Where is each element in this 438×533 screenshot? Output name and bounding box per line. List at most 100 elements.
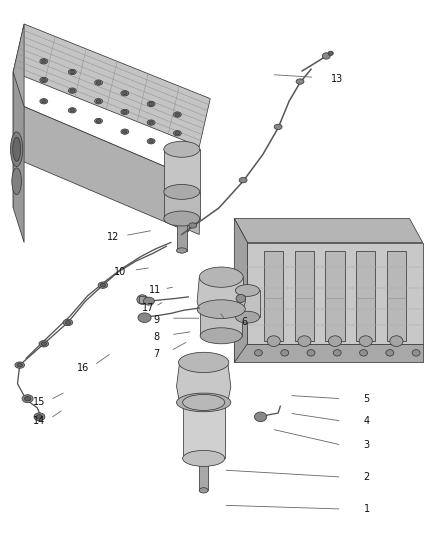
Polygon shape [247,243,423,344]
Polygon shape [164,192,200,219]
Ellipse shape [41,342,46,345]
Text: 10: 10 [114,267,126,277]
Ellipse shape [328,336,342,346]
Ellipse shape [137,295,148,304]
Ellipse shape [11,132,23,166]
Ellipse shape [123,110,127,114]
Ellipse shape [144,297,154,305]
Ellipse shape [177,248,187,253]
Ellipse shape [175,132,180,135]
Ellipse shape [15,362,25,368]
Polygon shape [24,107,199,235]
Polygon shape [13,72,24,243]
Text: 12: 12 [107,232,120,242]
Ellipse shape [96,100,101,103]
Ellipse shape [42,78,46,82]
Ellipse shape [177,393,231,411]
Polygon shape [234,344,423,362]
Polygon shape [199,458,208,490]
Ellipse shape [96,119,101,123]
Ellipse shape [328,51,333,55]
Polygon shape [177,219,187,251]
Ellipse shape [281,350,289,356]
Ellipse shape [13,137,21,161]
Polygon shape [13,24,24,155]
Ellipse shape [175,113,180,116]
Ellipse shape [36,415,42,419]
Ellipse shape [239,177,247,183]
Ellipse shape [70,70,74,74]
Ellipse shape [183,450,225,466]
Ellipse shape [360,350,367,356]
Ellipse shape [95,118,102,124]
Polygon shape [200,309,242,336]
Polygon shape [139,296,145,303]
Ellipse shape [96,81,101,84]
Ellipse shape [68,108,76,113]
Ellipse shape [235,285,259,296]
Ellipse shape [40,99,48,104]
Ellipse shape [173,131,181,136]
Text: 2: 2 [364,472,370,482]
Text: 13: 13 [331,74,343,84]
Polygon shape [197,277,245,309]
Ellipse shape [200,328,242,344]
Ellipse shape [333,350,341,356]
Text: 14: 14 [33,416,45,426]
Text: 16: 16 [77,363,89,373]
Ellipse shape [63,319,73,326]
Text: 11: 11 [149,286,161,295]
Ellipse shape [65,321,71,324]
Polygon shape [387,251,406,341]
Ellipse shape [100,284,106,287]
Ellipse shape [274,124,282,130]
Ellipse shape [199,267,243,287]
Ellipse shape [147,139,155,144]
Ellipse shape [254,350,262,356]
Text: 1: 1 [364,504,370,514]
Ellipse shape [39,341,49,347]
Ellipse shape [235,311,259,323]
Ellipse shape [98,282,108,288]
Polygon shape [295,251,314,341]
Ellipse shape [70,109,74,112]
Text: 9: 9 [153,315,159,325]
Ellipse shape [68,69,76,75]
Ellipse shape [123,130,127,133]
Ellipse shape [123,92,127,95]
Ellipse shape [149,102,153,106]
Ellipse shape [298,336,311,346]
Ellipse shape [121,109,129,115]
Polygon shape [13,24,210,147]
Ellipse shape [42,60,46,63]
Ellipse shape [164,211,200,226]
Ellipse shape [236,294,246,303]
Ellipse shape [296,79,304,84]
Ellipse shape [121,91,129,96]
Text: 7: 7 [153,350,159,359]
Polygon shape [164,149,200,192]
Ellipse shape [307,350,315,356]
Ellipse shape [40,77,48,83]
Ellipse shape [254,412,267,422]
Text: 8: 8 [153,332,159,342]
Polygon shape [264,251,283,341]
Ellipse shape [149,140,153,143]
Ellipse shape [25,397,31,401]
Ellipse shape [359,336,372,346]
Ellipse shape [121,129,129,134]
Polygon shape [356,251,375,341]
Ellipse shape [22,394,33,403]
Ellipse shape [147,101,155,107]
Ellipse shape [42,100,46,103]
Polygon shape [234,219,423,243]
Ellipse shape [70,89,74,92]
Polygon shape [177,362,231,402]
Ellipse shape [183,394,225,410]
Ellipse shape [173,112,181,117]
Ellipse shape [189,223,197,228]
Ellipse shape [412,350,420,356]
Text: 17: 17 [142,303,155,313]
Ellipse shape [179,352,229,373]
Ellipse shape [197,300,245,319]
